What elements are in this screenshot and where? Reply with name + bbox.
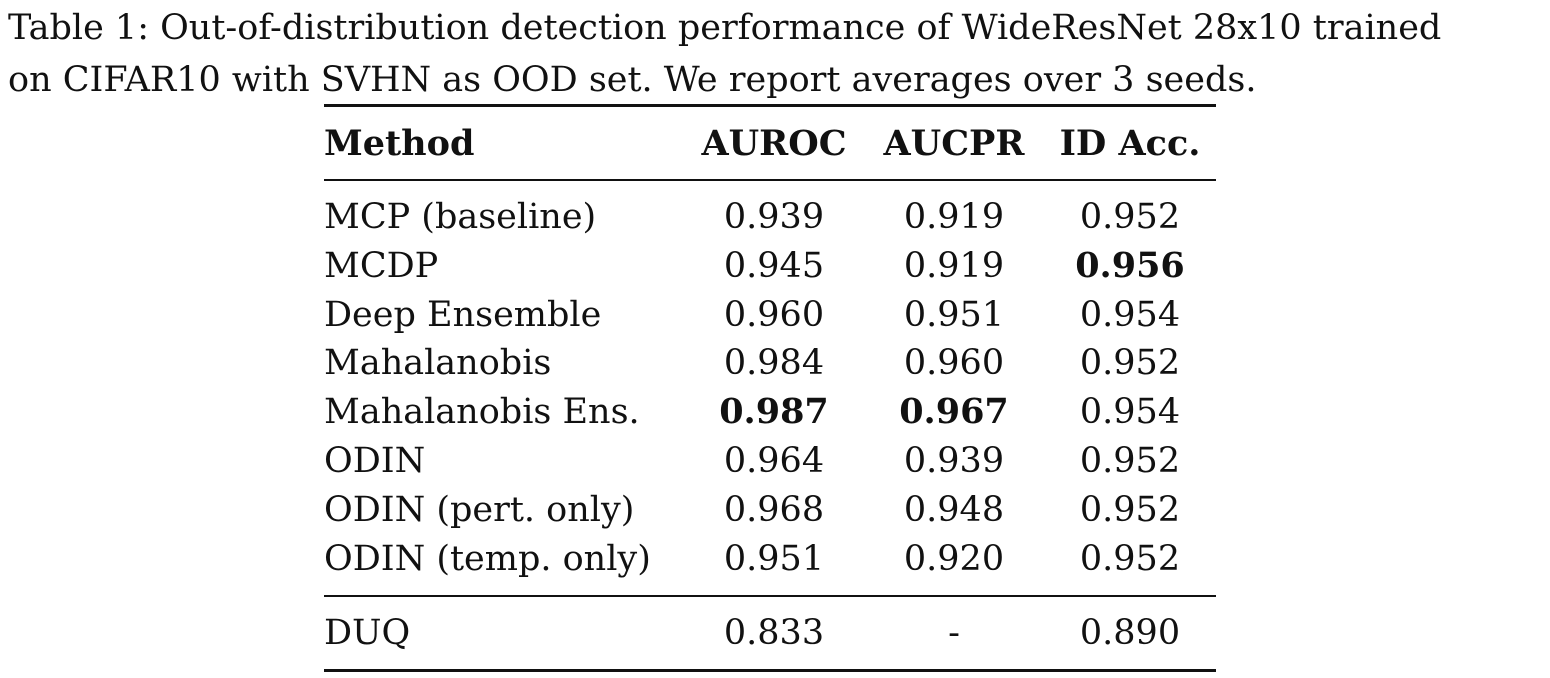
auroc-cell: 0.951 — [723, 538, 825, 579]
method-cell: MCDP — [324, 245, 439, 286]
method-cell: ODIN — [324, 440, 426, 481]
auroc-cell-best: 0.987 — [719, 391, 829, 433]
table-row: MCP (baseline) 0.939 0.919 0.952 — [324, 180, 1216, 242]
aucpr-cell-best: 0.967 — [899, 391, 1009, 433]
acc-cell-best: 0.956 — [1075, 244, 1185, 286]
header-auroc: AUROC — [684, 104, 864, 181]
acc-cell: 0.952 — [1079, 343, 1181, 384]
aucpr-cell: - — [864, 595, 1044, 673]
auroc-cell: 0.968 — [723, 489, 825, 530]
table-row: Deep Ensemble 0.960 0.951 0.954 — [324, 291, 1216, 340]
method-cell: ODIN (temp. only) — [324, 538, 651, 579]
table-row: Mahalanobis 0.984 0.960 0.952 — [324, 339, 1216, 388]
auroc-cell: 0.960 — [723, 294, 825, 335]
table-row-duq: DUQ 0.833 - 0.890 — [324, 595, 1216, 673]
auroc-cell: 0.964 — [723, 440, 825, 481]
method-cell: MCP (baseline) — [324, 197, 597, 237]
aucpr-cell: 0.960 — [903, 343, 1005, 384]
auroc-cell: 0.939 — [723, 197, 825, 237]
caption-line-1: Table 1: Out-of-distribution detection p… — [8, 8, 1442, 48]
header-id-acc: ID Acc. — [1044, 104, 1216, 181]
method-cell: ODIN (pert. only) — [324, 489, 635, 530]
header-row: Method AUROC AUCPR ID Acc. — [324, 104, 1216, 181]
acc-cell: 0.952 — [1079, 538, 1181, 579]
method-cell: Mahalanobis — [324, 343, 552, 384]
auroc-cell: 0.984 — [723, 343, 825, 384]
acc-cell: 0.952 — [1079, 489, 1181, 530]
table-row: ODIN (pert. only) 0.968 0.948 0.952 — [324, 486, 1216, 535]
results-table-container: Method AUROC AUCPR ID Acc. MCP (baseline… — [324, 104, 1216, 673]
acc-cell: 0.890 — [1044, 595, 1216, 673]
auroc-cell: 0.833 — [684, 595, 864, 673]
aucpr-cell: 0.939 — [903, 440, 1005, 481]
aucpr-cell: 0.920 — [903, 538, 1005, 579]
acc-cell: 0.952 — [1079, 440, 1181, 481]
aucpr-cell: 0.919 — [903, 197, 1005, 237]
method-cell: DUQ — [324, 595, 684, 673]
acc-cell: 0.954 — [1079, 294, 1181, 335]
acc-cell: 0.954 — [1079, 392, 1181, 433]
table-row: ODIN (temp. only) 0.951 0.920 0.952 — [324, 535, 1216, 597]
table-row: ODIN 0.964 0.939 0.952 — [324, 437, 1216, 486]
acc-cell: 0.952 — [1079, 197, 1181, 237]
table-caption: Table 1: Out-of-distribution detection p… — [8, 2, 1548, 106]
aucpr-cell: 0.948 — [903, 489, 1005, 530]
aucpr-cell: 0.919 — [903, 245, 1005, 286]
method-cell: Mahalanobis Ens. — [324, 392, 640, 433]
header-method: Method — [324, 104, 684, 181]
caption-line-2: on CIFAR10 with SVHN as OOD set. We repo… — [8, 60, 1257, 100]
table-row: MCDP 0.945 0.919 0.956 — [324, 242, 1216, 291]
table-row: Mahalanobis Ens. 0.987 0.967 0.954 — [324, 388, 1216, 437]
method-cell: Deep Ensemble — [324, 294, 602, 335]
header-aucpr: AUCPR — [864, 104, 1044, 181]
aucpr-cell: 0.951 — [903, 294, 1005, 335]
auroc-cell: 0.945 — [723, 245, 825, 286]
results-table: Method AUROC AUCPR ID Acc. MCP (baseline… — [324, 104, 1216, 673]
